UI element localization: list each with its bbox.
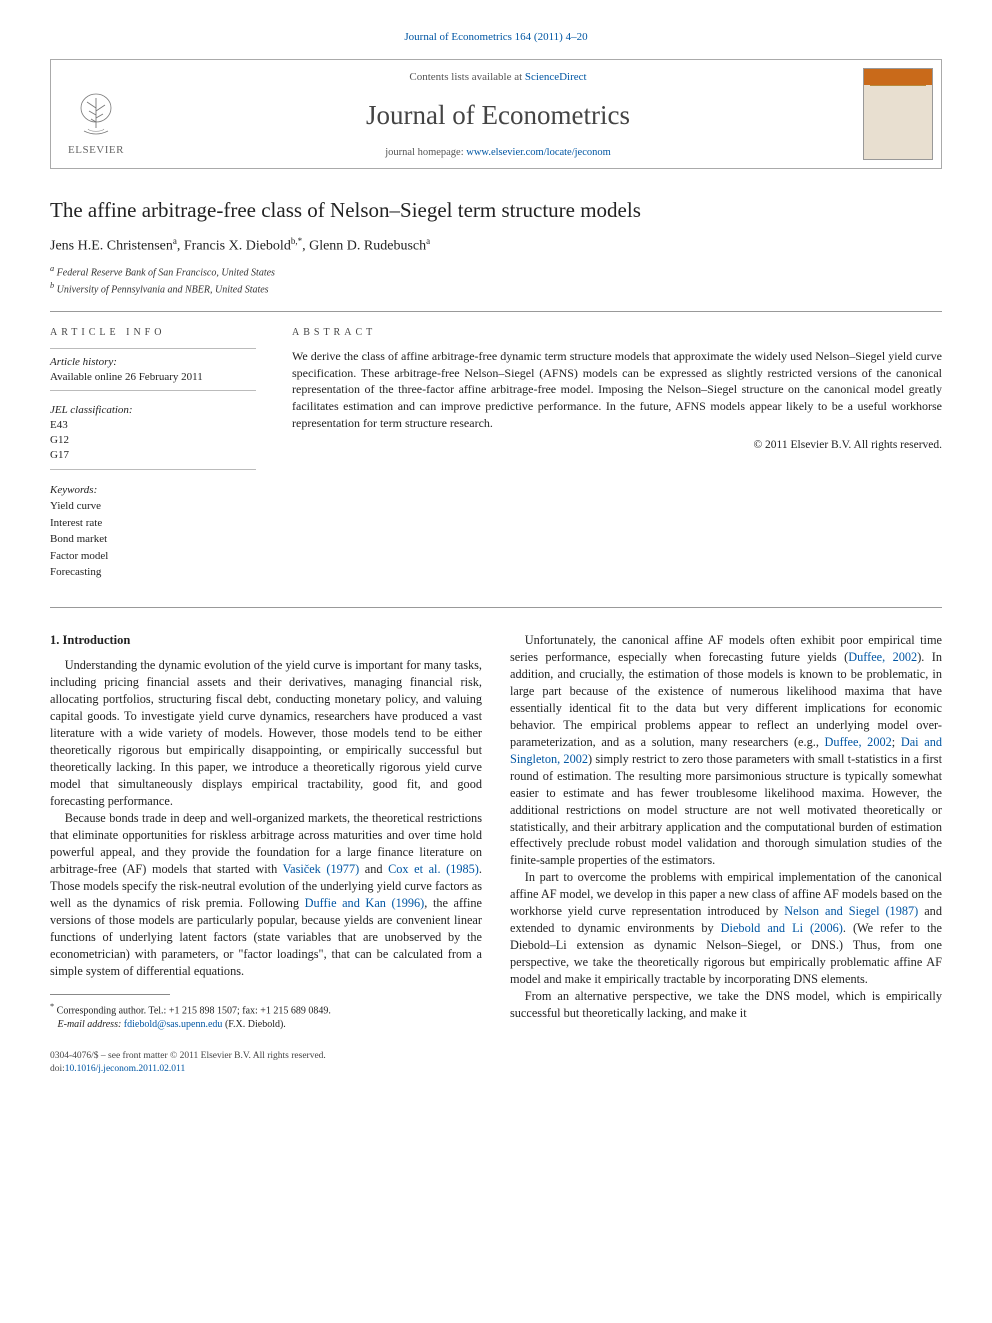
info-abstract-row: ARTICLE INFO Article history: Available … bbox=[50, 326, 942, 593]
cover-thumb-wrap bbox=[855, 60, 941, 168]
ref-duffee-2002b[interactable]: Duffee, 2002 bbox=[825, 735, 892, 749]
p2b: and bbox=[359, 862, 388, 876]
p3d: ) simply restrict to zero those paramete… bbox=[510, 752, 942, 868]
history-label: Article history: bbox=[50, 355, 256, 370]
intro-para-3: Unfortunately, the canonical affine AF m… bbox=[510, 632, 942, 870]
ref-vasicek-1977[interactable]: Vasiček (1977) bbox=[283, 862, 360, 876]
email-label: E-mail address: bbox=[58, 1019, 122, 1030]
article-info-heading: ARTICLE INFO bbox=[50, 326, 256, 340]
keyword: Factor model bbox=[50, 548, 256, 565]
contents-available-line: Contents lists available at ScienceDirec… bbox=[141, 70, 855, 85]
journal-name: Journal of Econometrics bbox=[141, 97, 855, 133]
affil-a-text: Federal Reserve Bank of San Francisco, U… bbox=[57, 267, 275, 278]
body-two-column: 1. Introduction Understanding the dynami… bbox=[50, 632, 942, 1032]
corresponding-mark: * bbox=[298, 236, 303, 246]
ref-diebold-li-2006[interactable]: Diebold and Li (2006) bbox=[721, 921, 843, 935]
doi-prefix: doi: bbox=[50, 1064, 65, 1074]
divider bbox=[50, 607, 942, 608]
homepage-prefix: journal homepage: bbox=[385, 147, 466, 158]
jel-code: G17 bbox=[50, 448, 256, 463]
p3c: ; bbox=[892, 735, 901, 749]
corr-email-link[interactable]: fdiebold@sas.upenn.edu bbox=[124, 1019, 223, 1030]
intro-para-4: In part to overcome the problems with em… bbox=[510, 869, 942, 988]
corresponding-footnote: * Corresponding author. Tel.: +1 215 898… bbox=[50, 1001, 482, 1032]
intro-para-2: Because bonds trade in deep and well-org… bbox=[50, 810, 482, 980]
history-block: Article history: Available online 26 Feb… bbox=[50, 348, 256, 392]
ref-duffee-2002a[interactable]: Duffee, 2002 bbox=[848, 650, 917, 664]
header-center: Contents lists available at ScienceDirec… bbox=[141, 60, 855, 168]
affil-b-text: University of Pennsylvania and NBER, Uni… bbox=[57, 284, 269, 295]
section-1-heading: 1. Introduction bbox=[50, 632, 482, 649]
author-3: Glenn D. Rudebusch bbox=[309, 239, 426, 254]
abstract-text: We derive the class of affine arbitrage-… bbox=[292, 348, 942, 432]
email-who: (F.X. Diebold). bbox=[225, 1019, 286, 1030]
page-footer-meta: 0304-4076/$ – see front matter © 2011 El… bbox=[50, 1050, 942, 1077]
article-info-column: ARTICLE INFO Article history: Available … bbox=[50, 326, 256, 593]
footnote-star-icon: * bbox=[50, 1002, 54, 1011]
abstract-heading: ABSTRACT bbox=[292, 326, 942, 340]
jel-block: JEL classification: E43 G12 G17 bbox=[50, 403, 256, 469]
ref-duffie-kan-1996[interactable]: Duffie and Kan (1996) bbox=[305, 896, 425, 910]
keyword: Yield curve bbox=[50, 498, 256, 515]
intro-para-1: Understanding the dynamic evolution of t… bbox=[50, 657, 482, 810]
publisher-block: ELSEVIER bbox=[51, 60, 141, 168]
history-value: Available online 26 February 2011 bbox=[50, 370, 256, 385]
divider bbox=[50, 311, 942, 312]
issue-citation: Journal of Econometrics 164 (2011) 4–20 bbox=[50, 30, 942, 45]
doi-link[interactable]: 10.1016/j.jeconom.2011.02.011 bbox=[65, 1064, 185, 1074]
homepage-link[interactable]: www.elsevier.com/locate/jeconom bbox=[466, 147, 611, 158]
intro-para-5: From an alternative perspective, we take… bbox=[510, 988, 942, 1022]
keyword: Forecasting bbox=[50, 564, 256, 581]
footnote-separator bbox=[50, 994, 170, 995]
contents-prefix: Contents lists available at bbox=[409, 71, 524, 83]
sciencedirect-link[interactable]: ScienceDirect bbox=[525, 71, 587, 83]
doi-line: doi:10.1016/j.jeconom.2011.02.011 bbox=[50, 1063, 942, 1076]
keywords-label: Keywords: bbox=[50, 482, 256, 499]
jel-code: E43 bbox=[50, 418, 256, 433]
abstract-copyright: © 2011 Elsevier B.V. All rights reserved… bbox=[292, 438, 942, 454]
article-title: The affine arbitrage-free class of Nelso… bbox=[50, 197, 942, 223]
elsevier-tree-icon bbox=[74, 91, 118, 139]
aff-mark-a2: a bbox=[426, 236, 430, 246]
homepage-line: journal homepage: www.elsevier.com/locat… bbox=[141, 146, 855, 160]
jel-code: G12 bbox=[50, 433, 256, 448]
keyword: Bond market bbox=[50, 531, 256, 548]
ref-nelson-siegel-1987[interactable]: Nelson and Siegel (1987) bbox=[784, 904, 918, 918]
jel-label: JEL classification: bbox=[50, 403, 256, 418]
author-2: Francis X. Diebold bbox=[184, 239, 291, 254]
keywords-block: Keywords: Yield curve Interest rate Bond… bbox=[50, 482, 256, 581]
keyword: Interest rate bbox=[50, 515, 256, 532]
journal-header: ELSEVIER Contents lists available at Sci… bbox=[50, 59, 942, 169]
aff-mark-a: a bbox=[173, 236, 177, 246]
author-1: Jens H.E. Christensen bbox=[50, 239, 173, 254]
publisher-name: ELSEVIER bbox=[68, 143, 124, 158]
aff-mark-b: b, bbox=[291, 236, 298, 246]
abstract-column: ABSTRACT We derive the class of affine a… bbox=[292, 326, 942, 593]
front-matter-line: 0304-4076/$ – see front matter © 2011 El… bbox=[50, 1050, 942, 1063]
affiliation-b: b University of Pennsylvania and NBER, U… bbox=[50, 280, 942, 297]
author-list: Jens H.E. Christensena, Francis X. Diebo… bbox=[50, 235, 942, 257]
affiliation-a: a Federal Reserve Bank of San Francisco,… bbox=[50, 263, 942, 280]
corr-author-text: Corresponding author. Tel.: +1 215 898 1… bbox=[57, 1005, 331, 1016]
journal-cover-icon bbox=[863, 68, 933, 160]
ref-cox-1985[interactable]: Cox et al. (1985) bbox=[388, 862, 479, 876]
